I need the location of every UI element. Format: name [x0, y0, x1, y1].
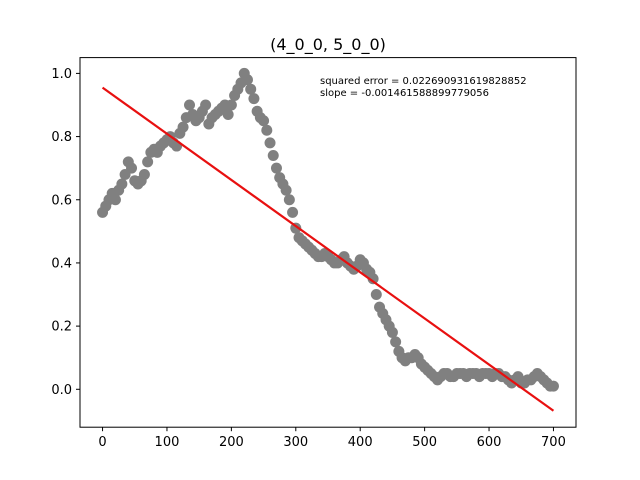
x-tick-label: 500 [412, 435, 437, 450]
data-point [177, 121, 189, 133]
x-tick-label: 400 [348, 435, 373, 450]
data-point [386, 326, 398, 338]
data-point [222, 108, 234, 120]
y-tick-label: 0.6 [51, 193, 72, 208]
data-point [126, 162, 138, 174]
y-tick-label: 0.4 [51, 256, 72, 271]
fit-line [101, 86, 555, 412]
squared-error-annotation: squared error = 0.022690931619828852 [320, 76, 527, 87]
y-tick-label: 0.2 [51, 320, 72, 335]
x-axis: 0 100 200 300 400 500 600 700 [98, 427, 566, 450]
data-point [264, 137, 276, 149]
data-point [248, 93, 260, 105]
x-tick-label: 300 [283, 435, 308, 450]
y-tick-label: 0.8 [51, 130, 72, 145]
data-point [287, 206, 299, 218]
y-tick-label: 1.0 [51, 67, 72, 82]
chart-title: (4_0_0, 5_0_0) [270, 35, 386, 55]
data-point [370, 289, 382, 301]
data-point [200, 99, 212, 111]
slope-annotation: slope = -0.001461588899779056 [320, 88, 489, 99]
data-point [283, 194, 295, 206]
y-tick-label: 0.0 [51, 383, 72, 398]
x-tick-label: 700 [541, 435, 566, 450]
data-point [270, 162, 282, 174]
data-point [261, 124, 273, 136]
data-point [225, 99, 237, 111]
x-tick-label: 0 [98, 435, 106, 450]
plot-frame [79, 57, 577, 428]
fit-line-layer [101, 86, 555, 412]
data-point [258, 115, 270, 127]
data-point [138, 168, 150, 180]
data-point [245, 83, 257, 95]
data-point [241, 74, 253, 86]
x-tick-label: 600 [477, 435, 502, 450]
y-axis: 0.0 0.2 0.4 0.6 0.8 1.0 [51, 67, 80, 398]
data-point [142, 156, 154, 168]
data-point [184, 99, 196, 111]
data-point [367, 273, 379, 285]
data-point [116, 178, 128, 190]
x-tick-label: 200 [219, 435, 244, 450]
x-tick-label: 100 [155, 435, 180, 450]
data-point [109, 194, 121, 206]
data-point [267, 150, 279, 162]
data-point [390, 336, 402, 348]
data-point [547, 380, 559, 392]
data-point [280, 184, 292, 196]
points-layer [97, 67, 559, 392]
